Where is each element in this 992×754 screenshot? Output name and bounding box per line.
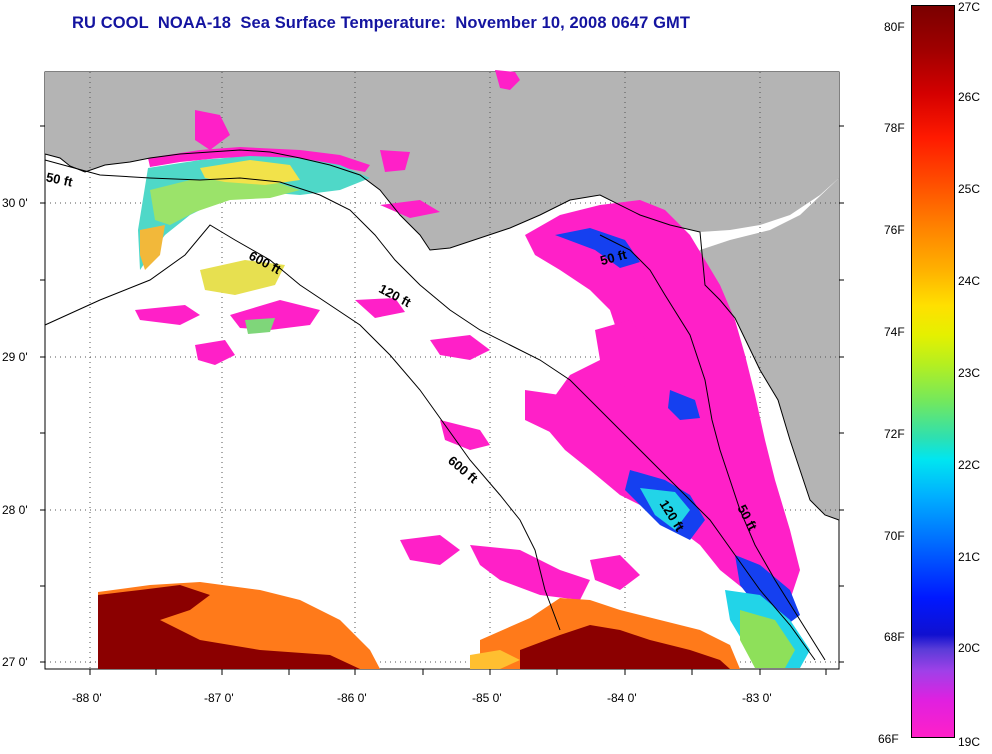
lon-label-83: -83 0' bbox=[742, 691, 772, 705]
colorbar-f-label: 80F bbox=[884, 20, 905, 34]
map-title: RU COOL NOAA-18 Sea Surface Temperature:… bbox=[72, 14, 691, 32]
colorbar-c-label: 19C bbox=[958, 735, 981, 749]
lon-label-85: -85 0' bbox=[472, 691, 502, 705]
colorbar-f-label: 76F bbox=[884, 223, 905, 237]
lat-label-30: 30 0' bbox=[2, 196, 28, 210]
colorbar-f-label: 68F bbox=[884, 630, 905, 644]
lat-label-29: 29 0' bbox=[2, 350, 28, 364]
lat-label-28: 28 0' bbox=[2, 503, 28, 517]
lon-label-88: -88 0' bbox=[72, 691, 102, 705]
lon-label-87: -87 0' bbox=[204, 691, 234, 705]
land-florida-peninsula bbox=[690, 178, 839, 520]
lat-label-27: 27 0' bbox=[2, 655, 28, 669]
colorbar-f-label: 66F bbox=[878, 732, 899, 746]
colorbar-c-label: 26C bbox=[958, 90, 981, 104]
temperature-colorbar bbox=[911, 5, 955, 738]
colorbar-f-label: 74F bbox=[884, 325, 905, 339]
colorbar-f-label: 72F bbox=[884, 427, 905, 441]
colorbar-c-label: 24C bbox=[958, 274, 981, 288]
lon-label-86: -86 0' bbox=[337, 691, 367, 705]
sst-data-patches bbox=[98, 70, 810, 669]
land-mississippi-delta bbox=[45, 72, 120, 150]
bathymetry-contours bbox=[44, 159, 826, 661]
colorbar-c-label: 21C bbox=[958, 550, 981, 564]
colorbar-c-label: 23C bbox=[958, 366, 981, 380]
lon-label-84: -84 0' bbox=[607, 691, 637, 705]
colorbar-c-label: 27C bbox=[958, 0, 981, 14]
colorbar-c-label: 22C bbox=[958, 458, 981, 472]
colorbar-c-label: 25C bbox=[958, 182, 981, 196]
coastline bbox=[44, 149, 840, 521]
colorbar-f-label: 70F bbox=[884, 529, 905, 543]
colorbar-c-label: 20C bbox=[958, 641, 981, 655]
colorbar-f-label: 78F bbox=[884, 121, 905, 135]
